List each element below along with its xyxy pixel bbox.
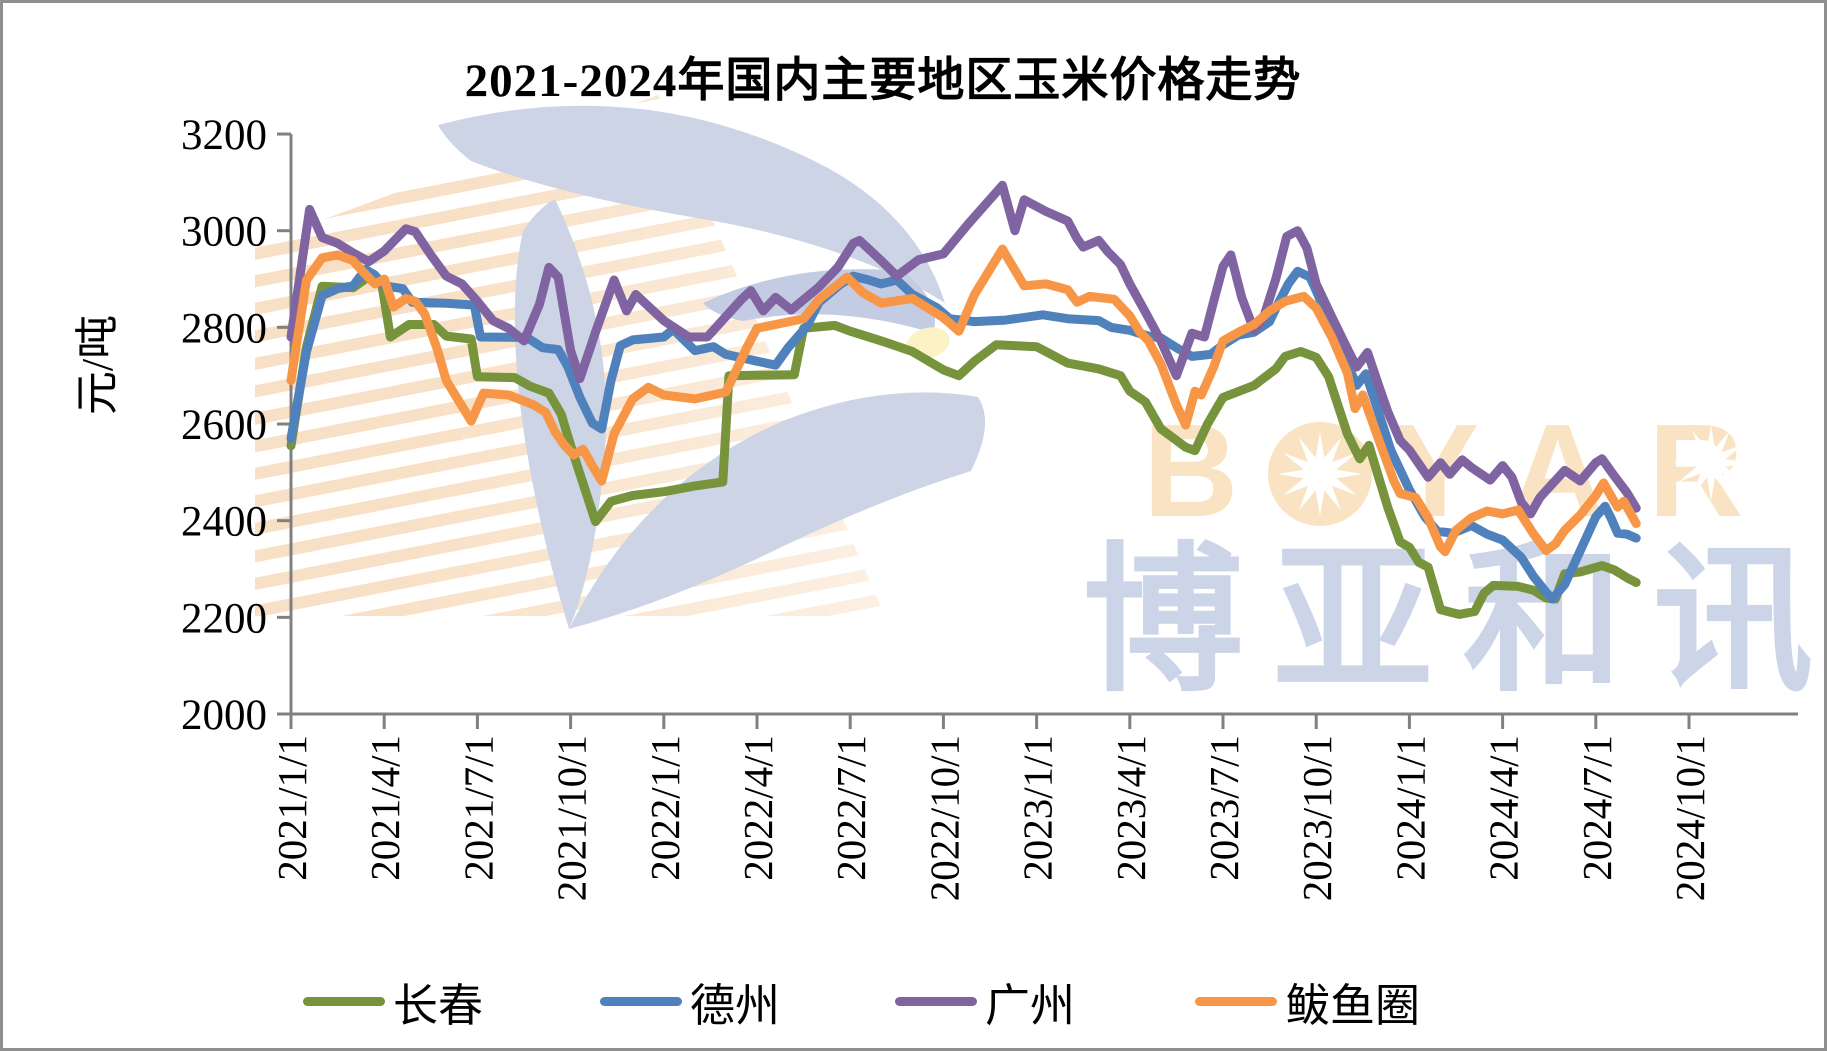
legend-swatch-bayuquan (1195, 996, 1277, 1006)
y-tick-label: 2200 (181, 595, 267, 642)
x-tick-label: 2023/4/1 (1108, 735, 1154, 881)
legend-item-guangzhou: 广州 (895, 971, 1075, 1031)
watermark-cjk-text: 博亚和讯 (1083, 531, 1827, 710)
x-tick-label: 2022/7/1 (828, 735, 874, 881)
legend-item-dezhou: 德州 (600, 971, 780, 1031)
swoosh-tail (569, 392, 986, 629)
legend-label-bayuquan: 鲅鱼圈 (1285, 980, 1421, 1031)
chart-title: 2021-2024年国内主要地区玉米价格走势 (464, 55, 1302, 107)
legend-item-changchun: 长春 (303, 971, 483, 1031)
x-tick-label: 2021/1/1 (269, 735, 315, 881)
x-tick-label: 2024/1/1 (1387, 735, 1433, 881)
y-tick-label: 2600 (181, 402, 267, 449)
x-tick-label: 2021/7/1 (455, 735, 501, 881)
y-tick-label: 2400 (181, 499, 267, 546)
y-tick-label: 2000 (181, 692, 267, 739)
x-tick-label: 2024/10/1 (1667, 735, 1713, 901)
legend-swatch-changchun (303, 996, 385, 1006)
x-tick-label: 2022/4/1 (735, 735, 781, 881)
legend-label-dezhou: 德州 (690, 980, 781, 1031)
x-tick-label: 2021/10/1 (549, 735, 595, 901)
legend-label-guangzhou: 广州 (985, 980, 1076, 1031)
series-line-广州 (286, 180, 1641, 519)
legend: 长春 德州 广州 鲅鱼圈 (3, 971, 1824, 1031)
x-tick-label: 2022/1/1 (642, 735, 688, 881)
x-tick-label: 2023/7/1 (1201, 735, 1247, 881)
legend-label-changchun: 长春 (393, 980, 484, 1031)
x-tick-label: 2021/4/1 (362, 735, 408, 881)
series-line-鲅鱼圈 (286, 244, 1641, 557)
x-tick-label: 2023/1/1 (1015, 735, 1061, 881)
y-tick-label: 3200 (181, 112, 267, 159)
x-tick-label: 2024/7/1 (1574, 735, 1620, 881)
legend-item-bayuquan: 鲅鱼圈 (1195, 971, 1420, 1031)
x-tick-label: 2023/10/1 (1294, 735, 1340, 901)
y-tick-label: 2800 (181, 305, 267, 352)
x-tick-label: 2024/4/1 (1481, 735, 1527, 881)
swoosh-top-arc (438, 105, 945, 303)
watermark-o-starburst-icon (1268, 422, 1372, 526)
y-tick-label: 3000 (181, 209, 267, 256)
legend-swatch-guangzhou (895, 996, 977, 1006)
watermark-r-starburst-icon (1673, 425, 1749, 501)
x-tick-label: 2022/10/1 (921, 735, 967, 901)
series-line-长春 (286, 272, 1641, 619)
legend-swatch-dezhou (600, 996, 682, 1006)
